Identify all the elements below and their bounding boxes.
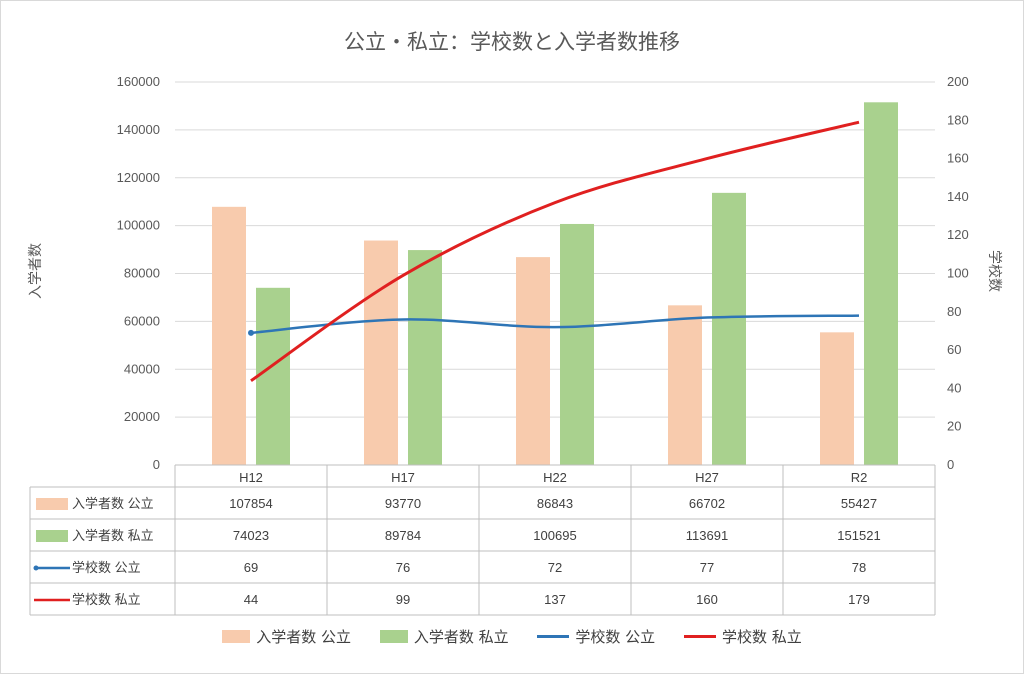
table-cell: 100695 [533,528,576,543]
y-tick-label: 20000 [124,409,160,424]
legend-line [537,635,570,638]
y-tick-label: 40000 [124,361,160,376]
table-cell: 89784 [385,528,421,543]
table-cell: 179 [848,592,870,607]
chart-title: 公立・私立：学校数と入学者数推移 [344,30,680,54]
data-table: H12 H17 H22 H27 R2 入学者数 公立 107854 93770 86843 667… [29,464,936,616]
y2-tick-label: 60 [947,342,961,357]
table-cell: 151521 [837,528,880,543]
table-cell: 76 [396,560,410,575]
table-cell: 66702 [689,496,725,511]
x-tick-label: H27 [695,470,719,485]
y-tick-label: 120000 [117,170,160,185]
series-line [250,120,860,382]
legend-swatch [222,630,251,643]
series-line [250,314,860,335]
x-tick-label: H22 [543,470,567,485]
bar [516,257,550,465]
legend-item-public-enrollment: 入学者数 公立 [222,626,351,647]
bar [408,250,442,465]
bar [712,192,746,465]
y2-tick-label: 100 [947,266,969,281]
y2-tick-label: 160 [947,151,969,166]
table-cell: 137 [544,592,566,607]
table-key-swatch [36,530,68,542]
legend-label: 学校数 公立 [575,628,656,646]
table-cell: 77 [700,560,714,575]
y-axis-right-label: 学校数 [986,250,1003,292]
y-tick-label: 160000 [117,74,160,89]
table-row-label: 学校数 公立 [72,560,141,575]
bar [864,102,898,466]
bar [212,206,246,465]
table-row-label: 学校数 私立 [72,592,141,607]
table-cell: 72 [548,560,562,575]
y2-tick-label: 80 [947,304,961,319]
table-cell: 55427 [841,496,877,511]
x-tick-label: H12 [239,470,263,485]
bar [668,305,702,465]
table-cell: 86843 [537,496,573,511]
table-cell: 107854 [229,496,272,511]
table-cell: 78 [852,560,866,575]
table-cell: 113691 [686,528,728,543]
gridlines [175,81,935,466]
table-cell: 93770 [385,496,421,511]
y2-tick-label: 0 [947,457,954,472]
table-cell: 44 [244,592,258,607]
bar [560,223,594,465]
legend-swatch [379,630,408,643]
legend-item-private-schools: 学校数 私立 [683,626,802,647]
table-key-point [33,565,39,571]
y2-tick-label: 20 [947,419,961,434]
line-series [248,120,860,382]
y2-tick-label: 200 [947,74,969,89]
bar [820,332,854,465]
bar-series [212,102,898,466]
table-cell: 99 [396,592,410,607]
table-cell: 69 [244,560,258,575]
y-axis-left-label: 入学者数 [28,243,44,299]
legend-item-public-schools: 学校数 公立 [537,626,655,647]
y2-tick-label: 40 [947,380,961,395]
y-tick-label: 60000 [124,313,160,328]
table-cell: 160 [696,592,718,607]
series-point [248,329,254,336]
table-row-label: 入学者数 公立 [72,496,154,511]
y2-tick-label: 140 [947,189,969,204]
legend: 入学者数 公立 入学者数 私立 学校数 公立 学校数 私立 [0,626,1024,647]
bar [256,287,290,465]
y2-tick-label: 120 [947,227,969,242]
x-tick-label: H17 [391,470,415,485]
y-tick-label: 100000 [117,218,160,233]
y-axis-right-ticks: 0 20 40 60 80 100 120 140 160 180 200 [947,74,969,472]
legend-label: 入学者数 私立 [413,628,509,646]
y-axis-left-ticks: 0 20000 40000 60000 80000 100000 120000 140000 1… [117,74,160,472]
y2-tick-label: 180 [947,112,969,127]
bar [364,240,398,465]
legend-label: 学校数 私立 [721,628,802,646]
x-tick-label: R2 [851,470,868,485]
table-row-label: 入学者数 私立 [72,528,154,543]
y-tick-label: 80000 [124,266,160,281]
y-tick-label: 0 [153,457,160,472]
legend-line [683,635,716,638]
table-cell: 74023 [233,528,269,543]
legend-item-private-enrollment: 入学者数 私立 [379,626,509,647]
table-key-swatch [36,498,68,510]
legend-label: 入学者数 公立 [256,628,352,646]
y-tick-label: 140000 [117,122,160,137]
